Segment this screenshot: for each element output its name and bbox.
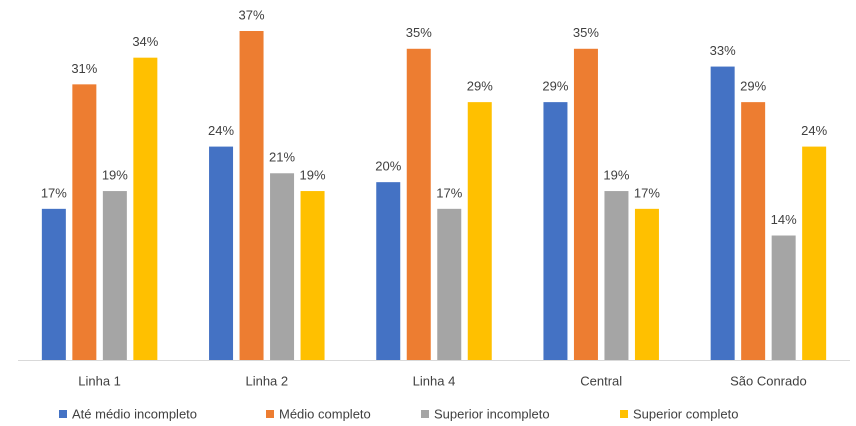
data-label: 19% bbox=[603, 167, 629, 182]
data-label: 35% bbox=[573, 25, 599, 40]
bar bbox=[573, 48, 598, 360]
legend-label: Superior completo bbox=[633, 406, 739, 421]
bar bbox=[239, 31, 264, 360]
bar bbox=[300, 191, 325, 360]
bar bbox=[467, 102, 492, 360]
bar bbox=[771, 235, 796, 360]
data-label: 37% bbox=[239, 7, 265, 22]
x-tick-label: Linha 4 bbox=[413, 373, 456, 388]
data-label: 24% bbox=[801, 123, 827, 138]
bar bbox=[437, 208, 462, 360]
x-tick-label: Linha 1 bbox=[78, 373, 121, 388]
legend-marker bbox=[266, 410, 274, 418]
bar bbox=[270, 173, 295, 360]
bar bbox=[72, 84, 97, 360]
data-label: 19% bbox=[300, 167, 326, 182]
bar bbox=[710, 66, 735, 360]
bar bbox=[41, 208, 66, 360]
legend-marker bbox=[620, 410, 628, 418]
data-label: 17% bbox=[41, 185, 67, 200]
data-label: 29% bbox=[467, 79, 493, 94]
data-label: 21% bbox=[269, 150, 295, 165]
x-tick-label: Linha 2 bbox=[245, 373, 288, 388]
legend-label: Superior incompleto bbox=[434, 406, 550, 421]
bar bbox=[604, 191, 629, 360]
bar bbox=[634, 208, 659, 360]
bar bbox=[406, 48, 431, 360]
x-tick-label: Central bbox=[580, 373, 622, 388]
data-label: 24% bbox=[208, 123, 234, 138]
bar bbox=[102, 191, 127, 360]
bar bbox=[376, 182, 401, 360]
data-label: 34% bbox=[132, 34, 158, 49]
data-label: 17% bbox=[436, 185, 462, 200]
x-tick-label: São Conrado bbox=[730, 373, 807, 388]
data-label: 17% bbox=[634, 185, 660, 200]
bar bbox=[802, 146, 827, 360]
bar bbox=[209, 146, 234, 360]
bar bbox=[741, 102, 766, 360]
data-label: 19% bbox=[102, 167, 128, 182]
data-label: 35% bbox=[406, 25, 432, 40]
legend-label: Até médio incompleto bbox=[72, 406, 197, 421]
data-label: 29% bbox=[740, 79, 766, 94]
data-label: 33% bbox=[710, 43, 736, 58]
legend-marker bbox=[421, 410, 429, 418]
data-label: 14% bbox=[771, 212, 797, 227]
bar bbox=[543, 102, 568, 360]
data-label: 20% bbox=[375, 159, 401, 174]
bar bbox=[133, 57, 158, 361]
data-label: 31% bbox=[71, 61, 97, 76]
legend-label: Médio completo bbox=[279, 406, 371, 421]
legend-marker bbox=[59, 410, 67, 418]
data-label: 29% bbox=[542, 79, 568, 94]
